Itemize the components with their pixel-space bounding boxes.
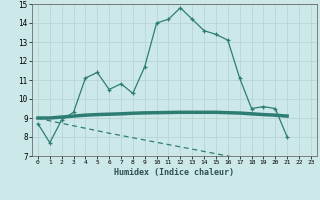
X-axis label: Humidex (Indice chaleur): Humidex (Indice chaleur): [115, 168, 234, 177]
